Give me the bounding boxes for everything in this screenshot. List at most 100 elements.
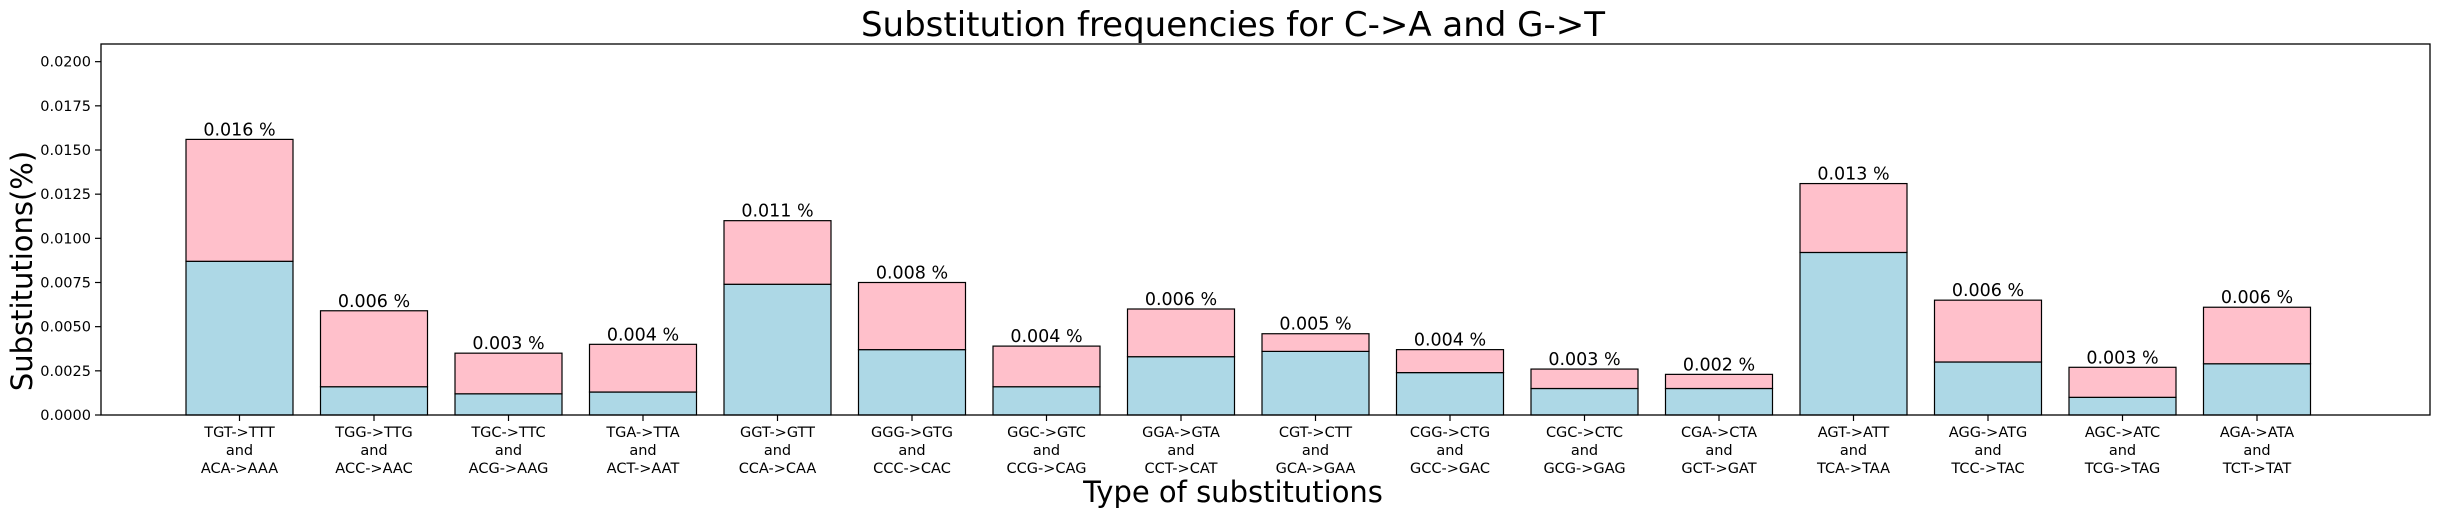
x-category-label: GGC->GTC and CCG->CAG <box>1007 425 1087 477</box>
x-category-label-line: CGG->CTG <box>1410 425 1490 441</box>
x-category-label-line: GGG->GTG <box>871 425 953 441</box>
y-tick-label: 0.0125 <box>40 187 91 203</box>
x-category-label: AGC->ATC and TCG->TAG <box>2084 425 2160 477</box>
bar-segment-series-1 <box>1933 361 2043 416</box>
x-category-label-line: and <box>629 443 656 459</box>
x-category-label: CGA->CTA and GCT->GAT <box>1681 425 1757 477</box>
x-category-label-line: TGG->TTG <box>334 425 412 441</box>
x-category-label: GGT->GTT and CCA->CAA <box>739 425 817 477</box>
x-category-label-line: GCC->GAC <box>1410 461 1490 477</box>
x-category-label-line: and <box>764 443 791 459</box>
bar-segment-series-1 <box>1126 356 1236 416</box>
x-category-label-line: CGA->CTA <box>1681 425 1757 441</box>
x-category-label: CGC->CTC and GCG->GAG <box>1543 425 1625 477</box>
x-category-label: GGG->GTG and CCC->CAC <box>871 425 953 477</box>
x-category-label-line: CCG->CAG <box>1007 461 1087 477</box>
x-category-label-line: and <box>1302 443 1329 459</box>
x-category-label-line: TGC->TTC <box>470 425 545 441</box>
bar-value-label: 0.004 % <box>1010 327 1082 347</box>
x-category-label-line: TCC->TAC <box>1950 461 2024 477</box>
bar-value-label: 0.016 % <box>203 120 275 140</box>
x-category-label-line: AGC->ATC <box>2085 425 2160 441</box>
bar-segment-series-2 <box>1261 333 1370 353</box>
bar-segment-series-2 <box>588 343 698 393</box>
bar-value-label: 0.004 % <box>607 325 679 345</box>
x-category-label-line: GGA->GTA <box>1142 425 1220 441</box>
x-category-label-line: TCA->TAA <box>1816 461 1890 477</box>
x-category-label: TGT->TTT and ACA->AAA <box>201 425 278 477</box>
bar-segment-series-1 <box>185 260 294 416</box>
bar-segment-series-2 <box>1126 308 1236 358</box>
bar-segment-series-2 <box>857 281 967 351</box>
bar-value-label: 0.013 % <box>1817 165 1889 185</box>
x-category-label-line: CCA->CAA <box>739 461 817 477</box>
y-tick-label: 0.0100 <box>40 231 91 247</box>
x-category-label: TGC->TTC and ACG->AAG <box>469 425 549 477</box>
y-tick-label: 0.0150 <box>40 143 91 159</box>
x-category-label-line: TGT->TTT <box>203 425 275 441</box>
bar-segment-series-2 <box>723 220 832 285</box>
x-category-label-line: and <box>1033 443 1060 459</box>
bar-segment-series-1 <box>723 283 832 416</box>
bar-value-label: 0.003 % <box>1548 350 1620 370</box>
x-axis: TGT->TTT and ACA->AAA TGG->TTG and ACC->AAC TG… <box>201 415 2294 477</box>
x-category-label: GGA->GTA and CCT->CAT <box>1142 425 1220 477</box>
y-tick-label: 0.0050 <box>40 320 91 336</box>
x-axis-label: Type of substitutions <box>1082 475 1383 509</box>
bar-value-label: 0.003 % <box>2086 348 2158 368</box>
bars-layer <box>185 138 2312 416</box>
x-category-label-line: GCT->GAT <box>1681 461 1756 477</box>
x-category-label-line: TGA->TTA <box>605 425 679 441</box>
x-category-label-line: CCC->CAC <box>873 461 951 477</box>
bar-segment-series-2 <box>992 345 1101 388</box>
x-category-label: TGA->TTA and ACT->AAT <box>605 425 679 477</box>
bar-segment-series-1 <box>857 349 967 416</box>
bar-segment-series-1 <box>992 386 1101 416</box>
x-category-label-line: and <box>2243 443 2270 459</box>
x-category-label-line: GCA->GAA <box>1276 461 1356 477</box>
bar-segment-series-2 <box>2068 366 2177 398</box>
chart-title: Substitution frequencies for C->A and G-… <box>861 5 1605 45</box>
bar-segment-series-1 <box>454 393 563 416</box>
y-axis-label: Substitutions(%) <box>5 151 39 391</box>
bar-segment-series-2 <box>1933 299 2043 363</box>
bar-segment-series-1 <box>1261 350 1370 416</box>
y-axis: 0.0000 0.0025 0.0050 0.0075 0.0100 0.0125 0.01… <box>40 55 101 424</box>
x-category-label-line: and <box>898 443 925 459</box>
bar-value-label: 0.006 % <box>1145 290 1217 310</box>
x-category-label-line: and <box>1974 443 2001 459</box>
bar-value-label: 0.006 % <box>338 292 410 312</box>
bar-segment-series-2 <box>1530 368 1639 390</box>
y-tick-label: 0.0025 <box>40 364 91 380</box>
x-category-label-line: CGC->CTC <box>1546 425 1623 441</box>
x-category-label: AGG->ATG and TCC->TAC <box>1949 425 2027 477</box>
bar-value-label: 0.011 % <box>741 202 813 222</box>
bar-value-label: 0.002 % <box>1683 355 1755 375</box>
x-category-label-line: CCT->CAT <box>1145 461 1218 477</box>
bar-segment-series-1 <box>1530 387 1639 416</box>
plot-frame <box>100 43 2431 416</box>
x-category-label: CGG->CTG and GCC->GAC <box>1410 425 1490 477</box>
x-category-label-line: GCG->GAG <box>1543 461 1625 477</box>
x-category-label-line: TCG->TAG <box>2084 461 2160 477</box>
x-category-label-line: ACG->AAG <box>469 461 549 477</box>
x-category-label-line: and <box>1571 443 1598 459</box>
x-category-label-line: GGT->GTT <box>740 425 815 441</box>
x-category-label-line: and <box>1436 443 1463 459</box>
x-category-label-line: ACC->AAC <box>335 461 412 477</box>
bar-segment-series-2 <box>1664 373 1774 390</box>
x-category-label-line: AGT->ATT <box>1818 425 1890 441</box>
x-category-label-line: CGT->CTT <box>1279 425 1352 441</box>
x-category-label-line: and <box>360 443 387 459</box>
x-category-label-line: GGC->GTC <box>1007 425 1086 441</box>
bar-segment-series-2 <box>1799 182 1908 254</box>
bar-segment-series-1 <box>319 386 429 416</box>
bar-segment-series-1 <box>2202 363 2312 416</box>
x-category-label: CGT->CTT and GCA->GAA <box>1276 425 1356 477</box>
data-labels-layer: 0.016 % 0.006 % 0.003 % 0.004 % 0.011 % 0.008… <box>203 120 2293 375</box>
bar-value-label: 0.008 % <box>876 264 948 284</box>
x-category-label-line: AGG->ATG <box>1949 425 2027 441</box>
bar-segment-series-2 <box>319 310 429 388</box>
bar-value-label: 0.006 % <box>1952 281 2024 301</box>
